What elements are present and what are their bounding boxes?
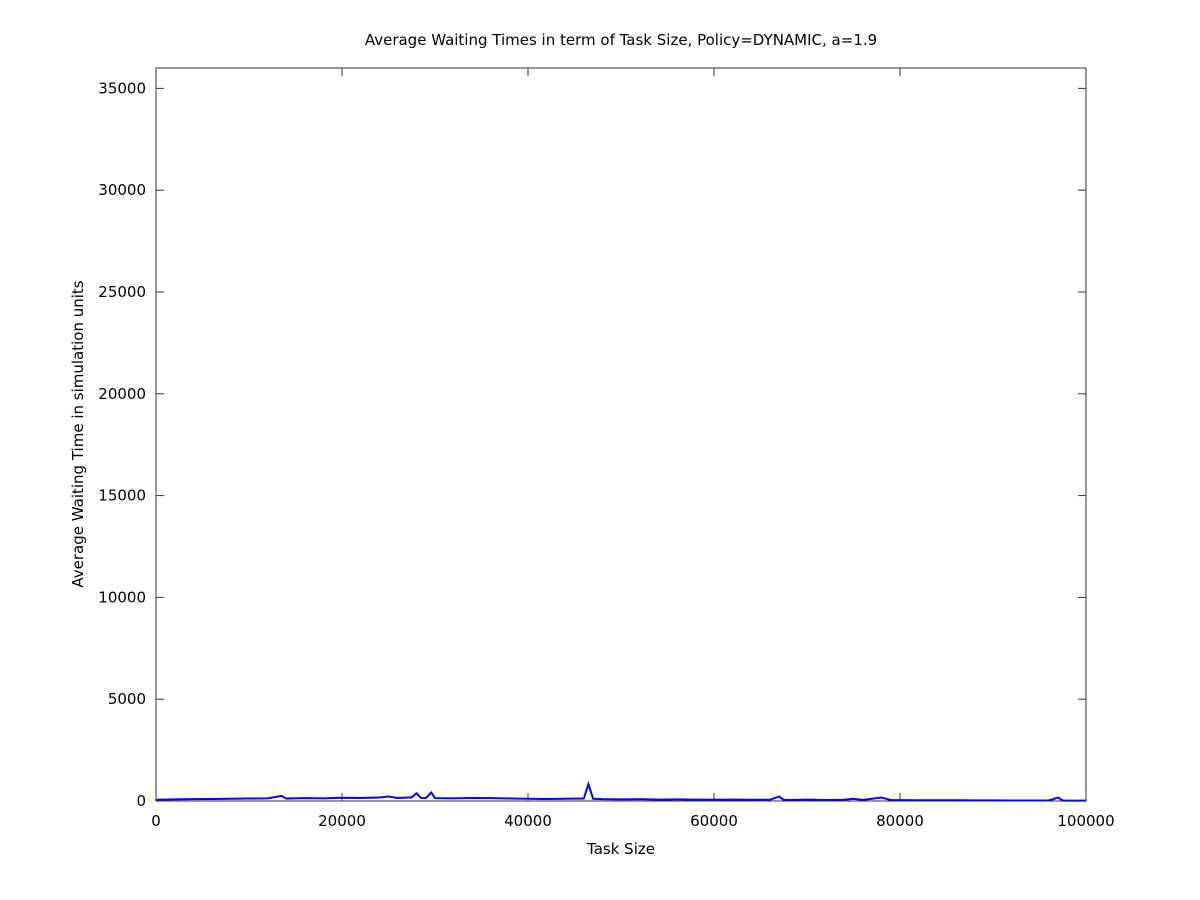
y-tick-label: 0 [136, 792, 146, 810]
y-tick-label: 10000 [98, 588, 146, 606]
y-tick-label: 35000 [98, 79, 146, 97]
y-tick-label: 15000 [98, 487, 146, 505]
y-tick-label: 20000 [98, 385, 146, 403]
x-axis-label: Task Size [586, 840, 655, 858]
x-tick-label: 0 [151, 812, 161, 830]
y-tick-label: 25000 [98, 283, 146, 301]
x-axis-ticks: 0 20000 40000 60000 80000 100000 [151, 68, 1115, 830]
plot-frame [155, 67, 1087, 802]
y-tick-label: 30000 [98, 181, 146, 199]
x-tick-label: 40000 [504, 812, 552, 830]
series-group [155, 780, 1086, 802]
y-axis-ticks: 0 5000 10000 15000 20000 25000 30000 35000 [98, 79, 1086, 810]
chart-title: Average Waiting Times in term of Task Si… [365, 31, 877, 49]
y-tick-label: 5000 [108, 690, 146, 708]
x-tick-label: 100000 [1057, 812, 1114, 830]
x-tick-label: 20000 [318, 812, 366, 830]
series-line [155, 780, 1086, 802]
y-axis-label: Average Waiting Time in simulation units [69, 280, 87, 587]
x-tick-label: 60000 [690, 812, 738, 830]
x-tick-label: 80000 [876, 812, 924, 830]
